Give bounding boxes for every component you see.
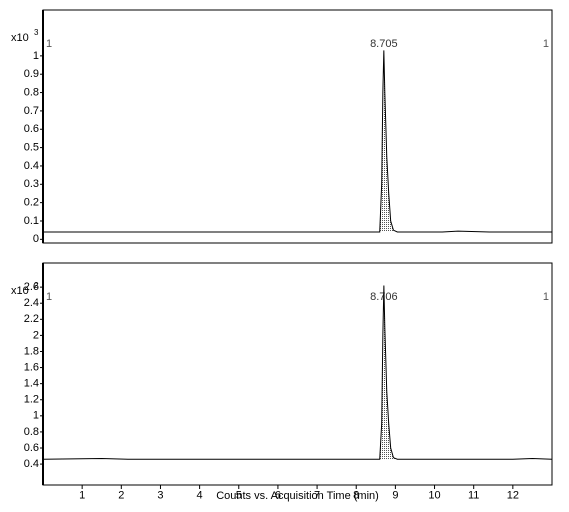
- y-scale-exponent: 2: [34, 281, 39, 290]
- x-tick-label: 1: [79, 490, 85, 502]
- y-tick-label: 2.4: [24, 297, 39, 309]
- x-tick-label: 11: [468, 490, 479, 502]
- y-tick-label: 1.2: [24, 394, 39, 406]
- y-tick-label: 0.3: [24, 178, 39, 190]
- y-tick-label: 0.1: [24, 215, 39, 227]
- plot-frame: [42, 262, 553, 486]
- plot-frame: [42, 9, 553, 244]
- x-axis-title: Counts vs. Acquisition Time (min): [216, 490, 379, 502]
- y-scale-exponent: 3: [34, 28, 39, 37]
- y-tick-label: 1.4: [24, 378, 39, 390]
- y-tick-label: 1: [33, 410, 39, 422]
- x-tick-label: 2: [118, 490, 124, 502]
- trace: [43, 50, 552, 233]
- x-tick-label: 8: [353, 490, 359, 502]
- x-tick-label: 4: [197, 490, 203, 502]
- x-tick-label: 9: [392, 490, 398, 502]
- y-tick-label: 0.9: [24, 68, 39, 80]
- y-tick-label: 0.7: [24, 105, 39, 117]
- y-tick-label: 0.6: [24, 442, 39, 454]
- x-tick-label: 5: [236, 490, 242, 502]
- y-scale-label: x10: [11, 32, 29, 44]
- y-tick-label: 0.8: [24, 426, 39, 438]
- x-tick-label: 10: [428, 490, 440, 502]
- y-tick-label: 0.6: [24, 123, 39, 135]
- y-tick-label: 0.5: [24, 142, 39, 154]
- trace: [42, 285, 553, 460]
- y-tick-label: 0.8: [24, 86, 39, 98]
- segment-label: 1: [543, 38, 549, 50]
- y-tick-label: 0: [33, 233, 39, 245]
- y-tick-label: 1: [33, 50, 39, 62]
- x-tick-label: 6: [275, 490, 281, 502]
- y-tick-label: 2: [33, 329, 39, 341]
- x-tick-label: 7: [314, 490, 320, 502]
- segment-label: 1: [46, 291, 52, 303]
- peak-label: 8.705: [370, 38, 398, 50]
- y-tick-label: 0.4: [24, 160, 39, 172]
- y-tick-label: 1.8: [24, 345, 39, 357]
- y-tick-label: 0.4: [24, 458, 39, 470]
- segment-label: 1: [543, 291, 549, 303]
- y-tick-label: 0.2: [24, 197, 39, 209]
- x-tick-label: 3: [157, 490, 163, 502]
- x-tick-label: 12: [507, 490, 519, 502]
- y-tick-label: 1.6: [24, 361, 39, 373]
- y-tick-label: 2.6: [24, 281, 39, 293]
- segment-label: 1: [46, 38, 52, 50]
- y-scale-label: x10: [11, 285, 29, 297]
- y-tick-label: 2.2: [24, 313, 39, 325]
